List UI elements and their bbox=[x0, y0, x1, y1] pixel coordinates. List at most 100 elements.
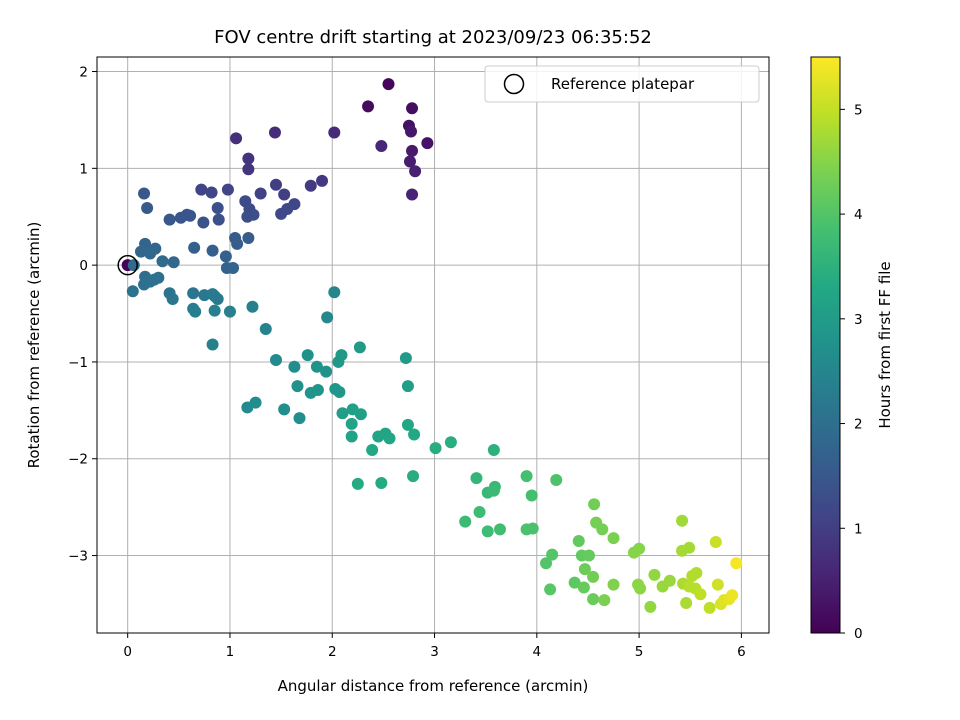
data-point bbox=[375, 140, 388, 153]
data-point bbox=[596, 523, 609, 536]
data-point bbox=[126, 285, 139, 298]
x-tick-label: 5 bbox=[635, 644, 644, 660]
data-point bbox=[310, 360, 323, 373]
data-point bbox=[493, 523, 506, 536]
data-point bbox=[212, 213, 225, 226]
data-point bbox=[328, 286, 341, 299]
data-point bbox=[288, 360, 301, 373]
data-point bbox=[187, 287, 200, 300]
data-point bbox=[333, 385, 346, 398]
data-point bbox=[546, 548, 559, 561]
x-tick-label: 3 bbox=[430, 644, 439, 660]
data-point bbox=[208, 304, 221, 317]
data-point bbox=[444, 436, 457, 449]
colorbar-ticks: 0 1 2 3 4 5 bbox=[840, 102, 863, 642]
data-point bbox=[254, 187, 267, 200]
colorbar: 0 1 2 3 4 5 Hours from first FF file bbox=[810, 56, 894, 642]
data-point bbox=[345, 417, 358, 430]
data-point bbox=[316, 174, 329, 187]
data-point bbox=[242, 232, 255, 245]
data-point bbox=[550, 474, 563, 487]
data-point bbox=[188, 241, 201, 254]
data-point bbox=[526, 522, 539, 535]
colorbar-tick-label: 2 bbox=[854, 417, 863, 433]
legend-marker-icon bbox=[503, 73, 525, 95]
chart-title: FOV centre drift starting at 2023/09/23 … bbox=[214, 27, 652, 48]
data-point bbox=[219, 250, 232, 263]
data-point bbox=[578, 563, 591, 576]
data-point bbox=[246, 300, 259, 313]
data-point bbox=[607, 578, 620, 591]
data-point bbox=[275, 207, 288, 220]
data-point bbox=[269, 354, 282, 367]
legend: Reference platepar bbox=[484, 65, 760, 103]
data-point bbox=[345, 430, 358, 443]
legend-box bbox=[484, 65, 760, 103]
data-point bbox=[335, 349, 348, 362]
data-point bbox=[429, 442, 442, 455]
colorbar-tick-label: 1 bbox=[854, 521, 863, 537]
legend-label: Reference platepar bbox=[551, 75, 695, 93]
data-point bbox=[205, 186, 218, 199]
data-point bbox=[544, 583, 557, 596]
data-point bbox=[148, 273, 161, 286]
data-point bbox=[676, 514, 689, 527]
data-point bbox=[644, 600, 657, 613]
data-point bbox=[730, 557, 743, 570]
data-point bbox=[211, 293, 224, 306]
data-point bbox=[174, 211, 187, 224]
y-tick-label: −1 bbox=[68, 355, 88, 371]
data-point bbox=[354, 408, 367, 421]
data-point bbox=[690, 566, 703, 579]
colorbar-tick-label: 0 bbox=[854, 626, 863, 642]
data-point bbox=[227, 262, 240, 275]
data-point bbox=[648, 568, 661, 581]
data-point bbox=[366, 444, 379, 457]
x-axis-ticks: 0 1 2 3 4 5 6 bbox=[123, 633, 746, 660]
colorbar-tick-label: 5 bbox=[854, 102, 863, 118]
data-point bbox=[138, 187, 151, 200]
data-point bbox=[163, 213, 176, 226]
data-point bbox=[459, 515, 472, 528]
colorbar-tick-label: 4 bbox=[854, 207, 863, 223]
data-point bbox=[572, 535, 585, 548]
data-point bbox=[663, 574, 676, 587]
data-point bbox=[383, 432, 396, 445]
data-point bbox=[223, 305, 236, 318]
data-point bbox=[293, 412, 306, 425]
data-point bbox=[184, 209, 197, 222]
data-point bbox=[375, 476, 388, 489]
data-point bbox=[694, 588, 707, 601]
y-tick-label: −2 bbox=[68, 452, 88, 468]
data-point bbox=[525, 489, 538, 502]
x-tick-label: 4 bbox=[533, 644, 542, 660]
data-point bbox=[304, 179, 317, 192]
data-point bbox=[470, 472, 483, 485]
data-point bbox=[167, 256, 180, 269]
data-point bbox=[683, 541, 696, 554]
data-point bbox=[680, 596, 693, 609]
data-point bbox=[487, 484, 500, 497]
data-point bbox=[421, 137, 434, 150]
y-tick-label: −3 bbox=[68, 549, 88, 565]
data-point bbox=[362, 100, 375, 113]
data-point bbox=[241, 210, 254, 223]
data-point bbox=[703, 601, 716, 614]
data-point bbox=[382, 78, 395, 91]
data-points bbox=[117, 78, 743, 614]
data-point bbox=[473, 505, 486, 518]
data-point bbox=[587, 593, 600, 606]
data-point bbox=[487, 444, 500, 457]
data-point bbox=[195, 183, 208, 196]
data-point bbox=[711, 578, 724, 591]
data-point bbox=[230, 132, 243, 145]
data-point bbox=[206, 338, 219, 351]
data-point bbox=[221, 183, 234, 196]
reference-marker bbox=[117, 254, 138, 276]
data-point bbox=[242, 152, 255, 165]
data-point bbox=[726, 589, 739, 602]
data-point bbox=[634, 582, 647, 595]
data-point bbox=[211, 202, 224, 215]
data-point bbox=[321, 311, 334, 324]
data-point bbox=[166, 293, 179, 306]
